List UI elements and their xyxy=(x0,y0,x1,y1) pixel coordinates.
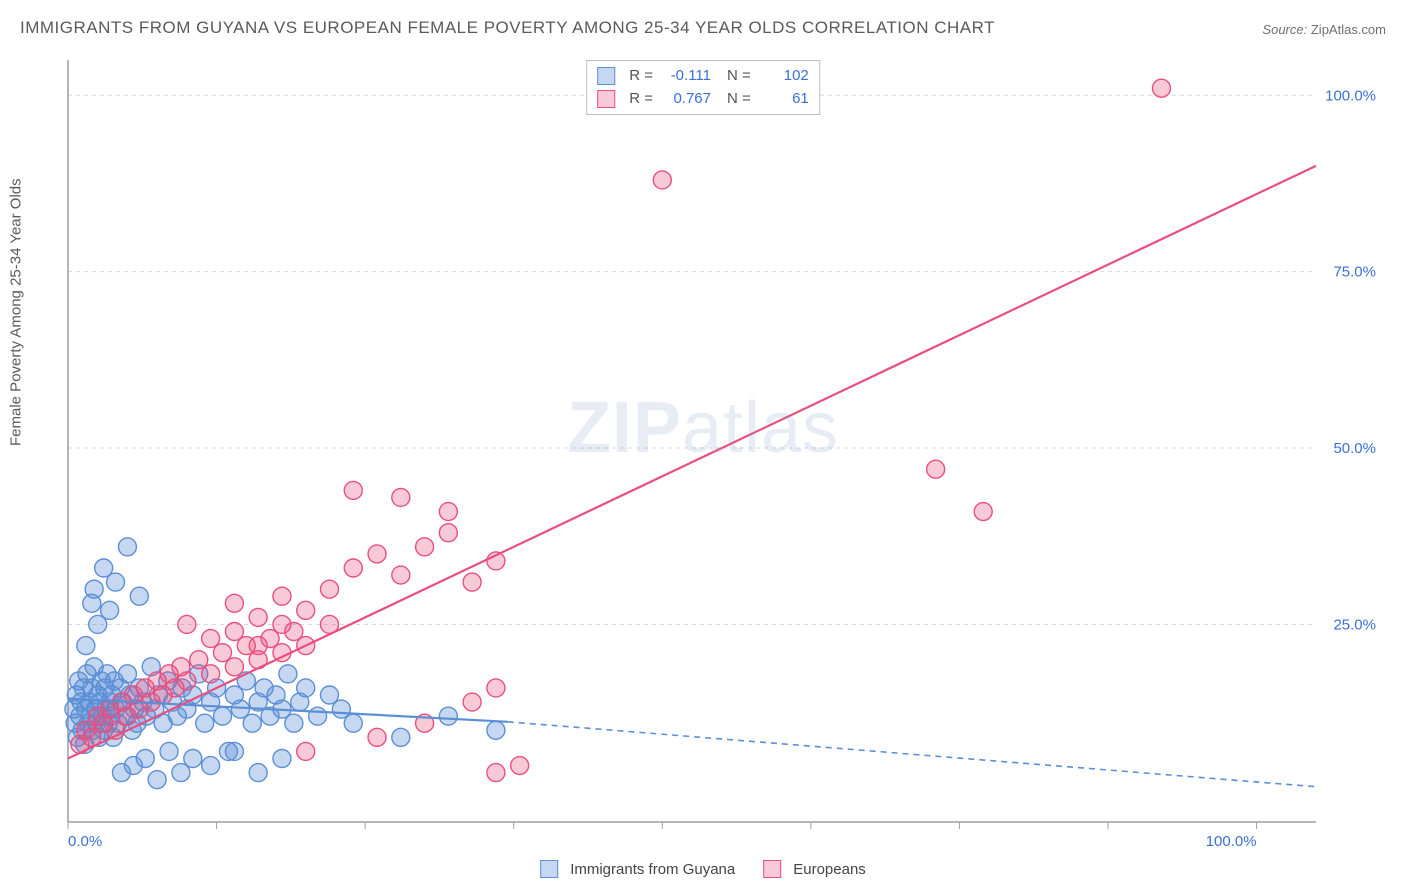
source-label: Source: xyxy=(1262,22,1307,37)
scatter-chart-svg: 25.0% 50.0% 75.0% 100.0% 0.0% 100.0% xyxy=(62,56,1386,850)
correlation-legend-row-guyana: R = -0.111 N = 102 xyxy=(597,65,809,88)
source-attribution: Source: ZipAtlas.com xyxy=(1262,22,1386,37)
svg-text:100.0%: 100.0% xyxy=(1206,833,1257,850)
swatch-europeans xyxy=(597,90,615,108)
swatch-guyana xyxy=(540,860,558,878)
series-legend-item-guyana: Immigrants from Guyana xyxy=(540,860,735,878)
r-label: R = xyxy=(629,65,653,88)
svg-text:75.0%: 75.0% xyxy=(1333,264,1376,281)
correlation-legend-row-europeans: R = 0.767 N = 61 xyxy=(597,88,809,111)
r-label: R = xyxy=(629,88,653,111)
swatch-europeans xyxy=(763,860,781,878)
n-value-guyana: 102 xyxy=(757,65,809,88)
r-value-guyana: -0.111 xyxy=(659,65,711,88)
series-legend: Immigrants from Guyana Europeans xyxy=(540,860,866,878)
svg-text:0.0%: 0.0% xyxy=(68,833,102,850)
chart-area: 25.0% 50.0% 75.0% 100.0% 0.0% 100.0% xyxy=(62,56,1386,850)
correlation-legend: R = -0.111 N = 102 R = 0.767 N = 61 xyxy=(586,60,820,115)
y-axis-label: Female Poverty Among 25-34 Year Olds xyxy=(8,178,25,446)
n-value-europeans: 61 xyxy=(757,88,809,111)
series-legend-item-europeans: Europeans xyxy=(763,860,866,878)
svg-text:50.0%: 50.0% xyxy=(1333,440,1376,457)
svg-text:100.0%: 100.0% xyxy=(1325,87,1376,104)
chart-title: IMMIGRANTS FROM GUYANA VS EUROPEAN FEMAL… xyxy=(20,18,995,38)
svg-text:25.0%: 25.0% xyxy=(1333,616,1376,633)
series-label-guyana: Immigrants from Guyana xyxy=(570,861,735,878)
n-label: N = xyxy=(727,88,751,111)
n-label: N = xyxy=(727,65,751,88)
swatch-guyana xyxy=(597,67,615,85)
source-value: ZipAtlas.com xyxy=(1311,22,1386,37)
series-label-europeans: Europeans xyxy=(793,861,866,878)
r-value-europeans: 0.767 xyxy=(659,88,711,111)
